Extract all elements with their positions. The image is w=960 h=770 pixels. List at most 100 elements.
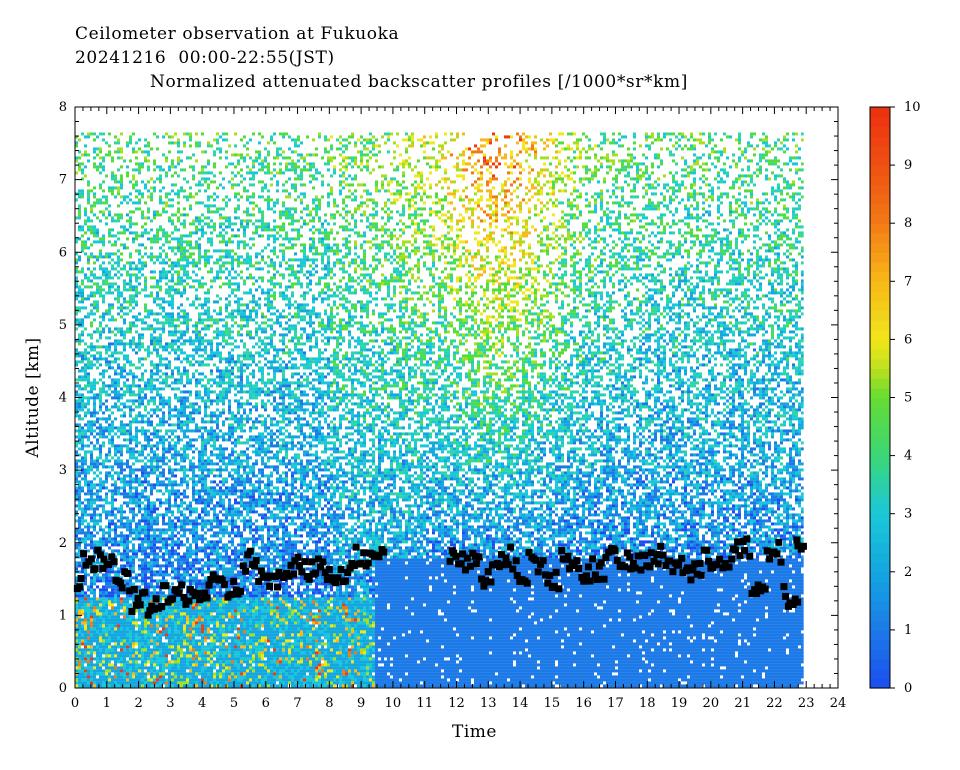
cloud-base-marker [743,535,751,543]
x-tick-label: 20 [703,696,720,711]
cloud-base-marker [252,557,260,565]
cloud-base-marker [502,554,510,562]
cloud-base-marker [291,557,299,565]
cloud-base-marker [124,569,132,577]
cloud-base-marker [305,575,313,583]
cloud-base-marker [158,602,166,610]
x-tick-label: 11 [416,696,433,711]
y-tick-label: 1 [59,608,67,623]
cloud-base-marker [662,562,670,570]
cloud-base-marker [317,563,325,571]
cloud-base-marker [380,548,388,556]
cloud-base-marker [285,572,293,580]
cloud-base-marker [580,577,588,585]
cloud-base-marker [725,563,733,571]
x-tick-label: 9 [357,696,365,711]
cloud-base-marker [748,590,756,598]
cloud-base-marker [731,546,739,554]
cloud-base-marker [713,560,721,568]
cloud-base-marker [689,566,697,574]
cloud-base-marker [298,568,306,576]
cloud-base-marker [687,576,695,584]
cloud-base-marker [498,551,506,559]
cloud-base-marker [646,563,654,571]
cloud-base-marker [736,552,744,560]
cloud-base-marker [228,590,236,598]
cloud-base-marker [539,557,547,565]
cloud-base-marker [703,546,711,554]
cloud-base-marker [274,583,282,591]
cloud-base-marker [773,550,781,558]
cloud-base-marker [364,559,372,567]
cloud-base-marker [325,565,333,573]
cloud-base-marker [578,573,586,581]
chart-title-line-1: Ceilometer observation at Fukuoka [75,24,399,44]
cloud-base-marker [757,587,765,595]
cloud-base-marker [775,538,783,546]
cloud-base-marker [728,555,736,563]
cloud-base-marker [589,555,597,563]
colorbar-tick-label: 8 [904,216,912,231]
cloud-base-marker [626,553,634,561]
cloud-base-marker [446,557,454,565]
cloud-base-marker [647,549,655,557]
cloud-base-marker [220,580,228,588]
cloud-base-marker [150,605,158,613]
cloud-base-marker [484,568,492,576]
cloud-base-marker [605,548,613,556]
colorbar-tick-label: 1 [904,623,912,638]
cloud-base-marker [475,553,483,561]
cloud-base-marker [675,561,683,569]
cloud-base-marker [128,607,136,615]
cloud-base-marker [295,562,303,570]
cloud-base-marker [584,563,592,571]
cloud-base-marker [586,577,594,585]
cloud-base-marker [185,597,193,605]
cloud-base-marker [287,561,295,569]
cloud-base-marker [323,576,331,584]
cloud-base-marker [793,536,801,544]
cloud-base-marker [653,551,661,559]
cloud-base-marker [650,557,658,565]
cloud-base-marker [542,571,550,579]
x-tick-label: 10 [385,696,402,711]
y-tick-label: 2 [59,536,67,551]
x-tick-label: 19 [671,696,688,711]
cloud-base-marker [600,575,608,583]
cloud-base-marker [466,562,474,570]
cloud-base-marker [91,565,99,573]
cloud-base-marker [657,542,665,550]
cloud-base-marker [334,574,342,582]
colorbar-tick-label: 0 [904,681,912,696]
colorbar-tick-label: 6 [904,332,912,347]
cloud-base-marker [280,574,288,582]
cloud-base-marker [637,566,645,574]
cloud-base-marker [242,567,250,575]
cloud-base-marker [108,553,116,561]
cloud-base-marker [352,543,360,551]
x-tick-label: 16 [575,696,592,711]
cloud-base-marker [194,589,202,597]
cloud-base-marker [669,568,677,576]
cloud-base-marker [532,556,540,564]
x-tick-label: 15 [544,696,561,711]
cloud-base-marker [290,570,298,578]
cloud-base-marker [780,583,788,591]
cloud-base-marker [782,592,790,600]
cloud-base-marker [162,582,170,590]
cloud-base-marker [257,567,265,575]
cloud-base-marker [487,578,495,586]
cloud-base-marker [482,577,490,585]
cloud-base-marker [739,538,747,546]
cloud-base-marker [132,601,140,609]
cloud-base-marker [350,562,358,570]
cloud-base-marker [754,581,762,589]
x-tick-label: 3 [166,696,174,711]
cloud-base-marker [591,571,599,579]
cloud-base-marker [794,598,802,606]
cloud-base-marker [631,564,639,572]
cloud-base-marker [593,576,601,584]
cloud-base-marker [766,555,774,563]
colorbar-tick-label: 3 [904,507,912,522]
